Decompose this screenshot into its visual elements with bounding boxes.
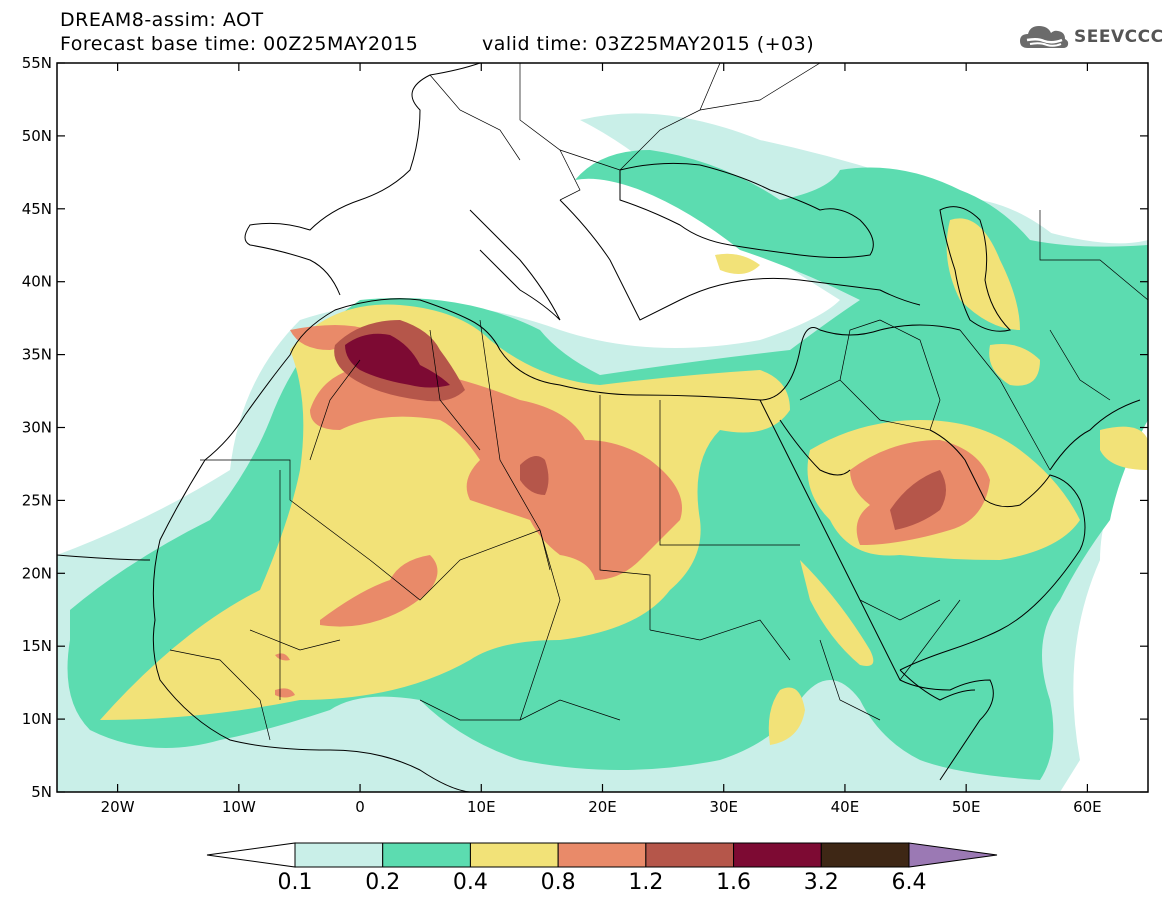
lon-label: 60E <box>1073 798 1102 816</box>
lon-label: 50E <box>952 798 981 816</box>
lon-label: 20W <box>101 798 135 816</box>
colorbar-label: 0.2 <box>365 870 400 895</box>
colorbar-swatch <box>733 842 822 868</box>
cloud-icon <box>1020 26 1069 48</box>
axis-ticks <box>57 62 1148 793</box>
lat-label: 30N <box>22 419 52 437</box>
forecast-base-time: Forecast base time: 00Z25MAY2015 <box>60 33 419 55</box>
seevccc-logo: SEEVCCC <box>1018 22 1164 52</box>
colorbar-label: 3.2 <box>804 870 839 895</box>
aot-band-1-6 <box>345 333 450 388</box>
coastlines <box>57 63 1141 792</box>
colorbar-label: 0.8 <box>541 870 576 895</box>
colorbar <box>206 842 998 868</box>
lat-label: 35N <box>22 346 52 364</box>
lon-label: 10W <box>222 798 256 816</box>
colorbar-swatch <box>645 842 735 868</box>
logo-text: SEEVCCC <box>1074 27 1164 47</box>
lon-label: 10E <box>467 798 496 816</box>
lat-label: 20N <box>22 564 52 582</box>
longitude-labels: 20W 10W 0 10E 20E 30E 40E 50E 60E <box>101 798 1102 816</box>
lon-label: 40E <box>831 798 860 816</box>
colorbar-swatch <box>469 842 559 868</box>
aot-band-0-8 <box>275 325 990 698</box>
colorbar-max-arrow <box>908 842 998 868</box>
colorbar-label: 1.2 <box>628 870 663 895</box>
lat-label: 10N <box>22 710 52 728</box>
lon-label: 20E <box>588 798 617 816</box>
latitude-labels: 55N 50N 45N 40N 35N 30N 25N 20N 15N 10N 5N <box>22 54 52 801</box>
colorbar-label: 6.4 <box>892 870 927 895</box>
colorbar-min-arrow <box>206 842 296 868</box>
colorbar-label: 0.1 <box>278 870 313 895</box>
lon-label: 30E <box>709 798 738 816</box>
lat-label: 40N <box>22 273 52 291</box>
lat-label: 5N <box>31 783 52 801</box>
colorbar-swatch <box>294 842 384 868</box>
colorbar-swatch <box>820 842 910 868</box>
lat-label: 25N <box>22 491 52 509</box>
country-borders <box>169 63 1148 741</box>
lon-label: 0 <box>355 798 365 816</box>
colorbar-swatch <box>557 842 647 868</box>
lat-label: 50N <box>22 127 52 145</box>
aot-field <box>57 63 1148 792</box>
valid-time: valid time: 03Z25MAY2015 (+03) <box>482 33 815 55</box>
colorbar-label: 0.4 <box>453 870 488 895</box>
lat-label: 55N <box>22 54 52 72</box>
lat-label: 45N <box>22 200 52 218</box>
lat-label: 15N <box>22 637 52 655</box>
colorbar-label: 1.6 <box>716 870 751 895</box>
map-title: DREAM8-assim: AOT <box>60 9 264 31</box>
colorbar-swatch <box>382 842 471 868</box>
colorbar-labels: 0.1 0.2 0.4 0.8 1.2 1.6 3.2 6.4 <box>278 870 927 895</box>
